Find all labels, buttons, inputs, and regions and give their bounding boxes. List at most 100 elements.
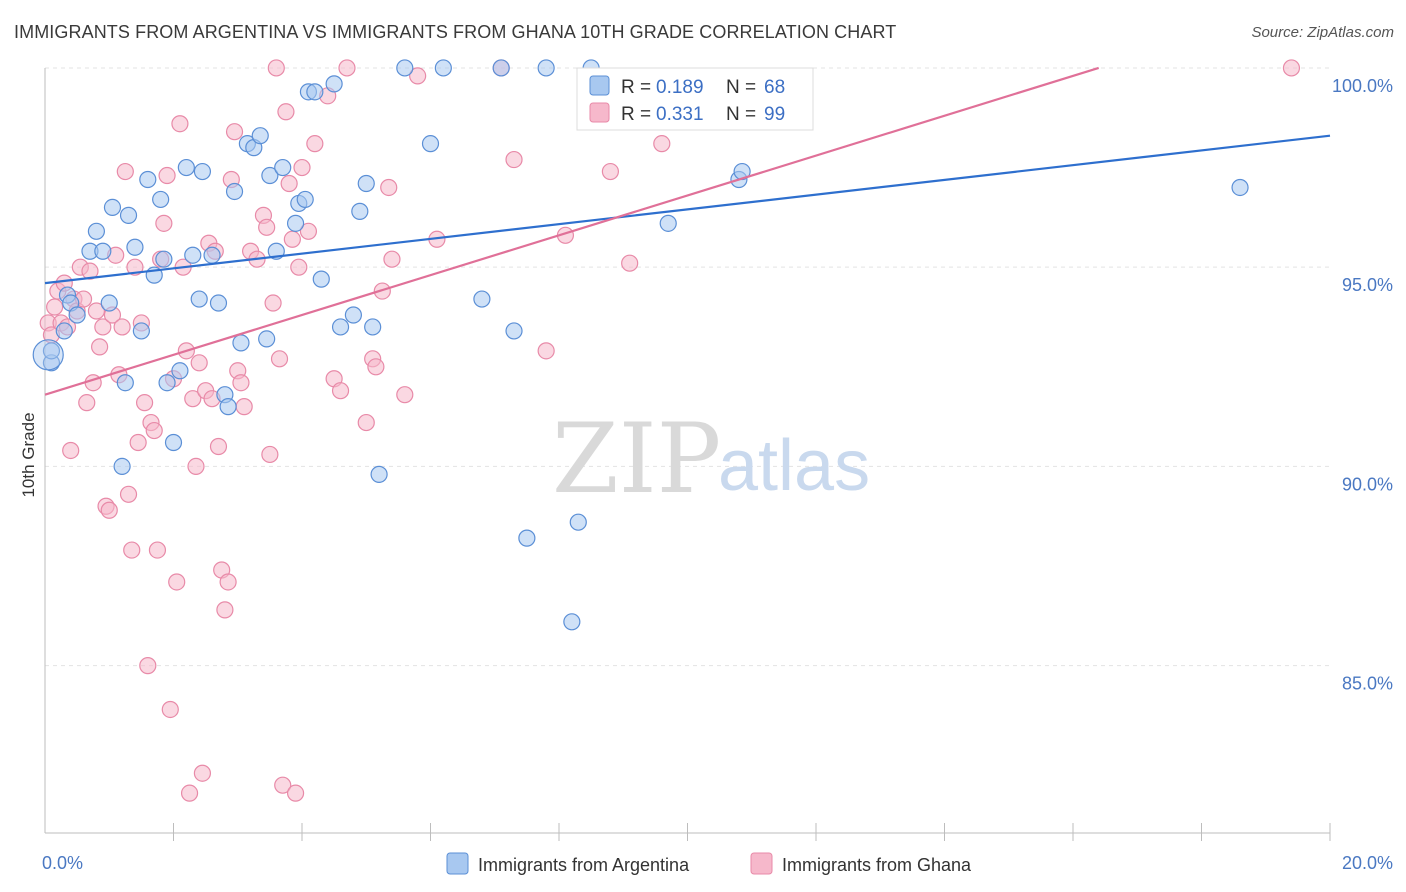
argentina-point — [563, 613, 581, 631]
legend-n-label-argentina: N = — [726, 77, 756, 98]
legend-swatch-ghana — [589, 102, 610, 123]
ghana-point — [621, 254, 639, 272]
argentina-point — [103, 198, 122, 217]
ghana-point — [129, 433, 147, 452]
argentina-point — [177, 158, 195, 177]
argentina-point — [209, 294, 228, 312]
legend-r-value-argentina: 0.189 — [656, 77, 704, 98]
ghana-point — [235, 398, 253, 416]
argentina-point — [421, 135, 440, 153]
argentina-point — [225, 182, 244, 201]
y-tick-label: 95.0% — [1342, 275, 1393, 295]
ghana-point — [78, 394, 96, 412]
argentina-point — [492, 59, 510, 77]
argentina-point — [569, 513, 587, 531]
argentina-point — [193, 162, 212, 181]
argentina-point — [364, 318, 382, 336]
x-tick-labels: 0.0% 20.0% — [42, 853, 1393, 873]
argentina-point — [139, 170, 157, 189]
legend-r-label-argentina: R = — [621, 77, 651, 98]
ghana-point — [193, 764, 212, 782]
y-tick-label: 100.0% — [1332, 76, 1393, 96]
x-tick-label-max: 20.0% — [1342, 853, 1393, 873]
trend-lines — [44, 66, 1331, 396]
ghana-point — [158, 166, 176, 185]
argentina-point — [261, 166, 279, 185]
ghana-point — [46, 298, 64, 316]
y-tick-labels: 85.0% 90.0% 95.0% 100.0% — [1332, 76, 1393, 694]
ghana-point — [62, 441, 80, 460]
ghana-point — [396, 386, 414, 404]
argentina-point — [171, 362, 189, 380]
ghana-point — [270, 350, 289, 368]
ghana-point — [209, 437, 228, 456]
bottom-legend-swatch-ghana — [750, 852, 773, 875]
ghana-point — [123, 541, 141, 559]
ghana-point — [135, 394, 154, 412]
ghana-point — [357, 413, 375, 432]
argentina-point — [537, 59, 555, 77]
ghana-point — [180, 784, 199, 802]
stats-legend: R = 0.189 N = 68 R = 0.331 N = 99 — [576, 67, 814, 131]
bottom-legend-swatch-argentina — [446, 852, 469, 875]
legend-n-label-ghana: N = — [726, 104, 756, 125]
argentina-point — [68, 306, 86, 324]
legend-r-value-ghana: 0.331 — [656, 104, 704, 125]
argentina-point — [357, 174, 375, 193]
ghana-point — [116, 162, 134, 181]
ghana-point — [216, 601, 234, 619]
ghana-point — [290, 258, 308, 276]
argentina-point — [351, 202, 369, 220]
argentina-point — [258, 330, 276, 348]
ghana-point — [100, 501, 118, 519]
argentina-point — [396, 59, 414, 77]
ghana-point — [380, 178, 398, 197]
argentina-point — [370, 465, 388, 483]
argentina-point — [312, 270, 330, 288]
argentina-point — [286, 214, 305, 232]
argentina-point — [473, 290, 491, 308]
argentina-point — [116, 374, 134, 392]
y-tick-label: 85.0% — [1342, 674, 1393, 694]
bottom-legend-label-ghana: Immigrants from Ghana — [782, 855, 972, 875]
x-tick-label-min: 0.0% — [42, 853, 83, 873]
ghana-point — [331, 382, 350, 400]
trend-line-ghana — [44, 66, 1100, 396]
ghana-point — [1282, 59, 1301, 77]
argentina-point — [325, 75, 343, 93]
argentina-point — [42, 342, 61, 360]
y-tick-label: 90.0% — [1342, 474, 1393, 494]
argentina-point — [1231, 178, 1249, 197]
argentina-point — [113, 457, 131, 476]
ghana-point — [293, 158, 311, 177]
ghana-point — [81, 262, 99, 280]
argentina-point — [232, 334, 250, 352]
argentina-point — [434, 59, 452, 77]
argentina-point — [190, 290, 208, 308]
ghana-point — [94, 318, 112, 336]
argentina-point — [518, 529, 536, 547]
ghana-point — [264, 294, 282, 312]
legend-r-label-ghana: R = — [621, 104, 651, 125]
y-axis-label: 10th Grade — [19, 412, 38, 497]
ghana-point — [119, 485, 138, 503]
stats-legend-box — [576, 67, 814, 131]
argentina-point — [155, 250, 173, 268]
ghana-point — [184, 390, 202, 408]
argentina-point — [87, 222, 106, 240]
watermark-atlas: atlas — [718, 426, 870, 506]
argentina-point — [55, 322, 73, 340]
argentina-point — [184, 246, 202, 264]
argentina-point — [296, 190, 314, 209]
ghana-point — [280, 174, 298, 193]
argentina-point — [158, 374, 176, 392]
argentina-point — [331, 318, 350, 336]
source-credit: Source: ZipAtlas.com — [1251, 24, 1394, 41]
ghana-point — [161, 700, 179, 719]
argentina-point — [219, 398, 237, 416]
argentina-point — [164, 433, 183, 452]
argentina-point — [344, 306, 362, 324]
ghana-point — [168, 573, 186, 591]
ghana-point — [155, 214, 173, 232]
